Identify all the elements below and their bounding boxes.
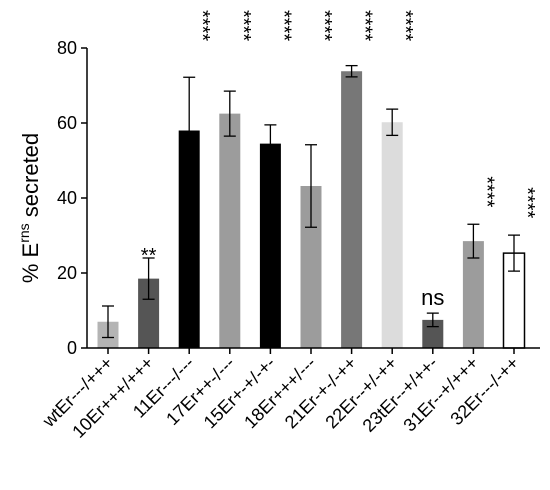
y-axis: 0 20 40 60 80	[57, 38, 88, 358]
x-axis: wtEr---/+++10Er+++/+++11Er---/---17Er++-…	[38, 347, 540, 442]
y-axis-label-superscript: rns	[16, 223, 32, 242]
bar	[259, 143, 281, 348]
y-tick-label: 80	[57, 38, 77, 58]
y-tick-label: 40	[57, 188, 77, 208]
bar	[300, 186, 322, 348]
bar	[219, 113, 241, 348]
significance-label: ****	[354, 10, 376, 41]
y-axis-label-suffix: secreted	[18, 133, 43, 224]
y-axis-label-prefix: % E	[18, 243, 43, 283]
significance-label: ****	[191, 10, 213, 41]
bar	[341, 71, 363, 348]
significance-label: ****	[516, 187, 538, 218]
bars-group: ****** **** **** **** **** ****ns**** ****	[97, 10, 538, 349]
significance-label: **	[141, 245, 157, 267]
bar	[462, 241, 484, 348]
y-tick-label: 60	[57, 113, 77, 133]
significance-label: ns	[421, 285, 444, 310]
significance-label: ****	[475, 176, 497, 207]
significance-label: ****	[394, 10, 416, 41]
significance-label: ****	[272, 10, 294, 41]
y-tick-label: 0	[67, 338, 77, 358]
significance-label: ****	[313, 10, 335, 41]
bar	[138, 278, 160, 348]
y-axis-label: % Erns secreted	[16, 133, 43, 283]
y-tick-label: 20	[57, 263, 77, 283]
bar	[178, 130, 200, 348]
bar	[381, 122, 403, 348]
significance-label: ****	[232, 10, 254, 41]
